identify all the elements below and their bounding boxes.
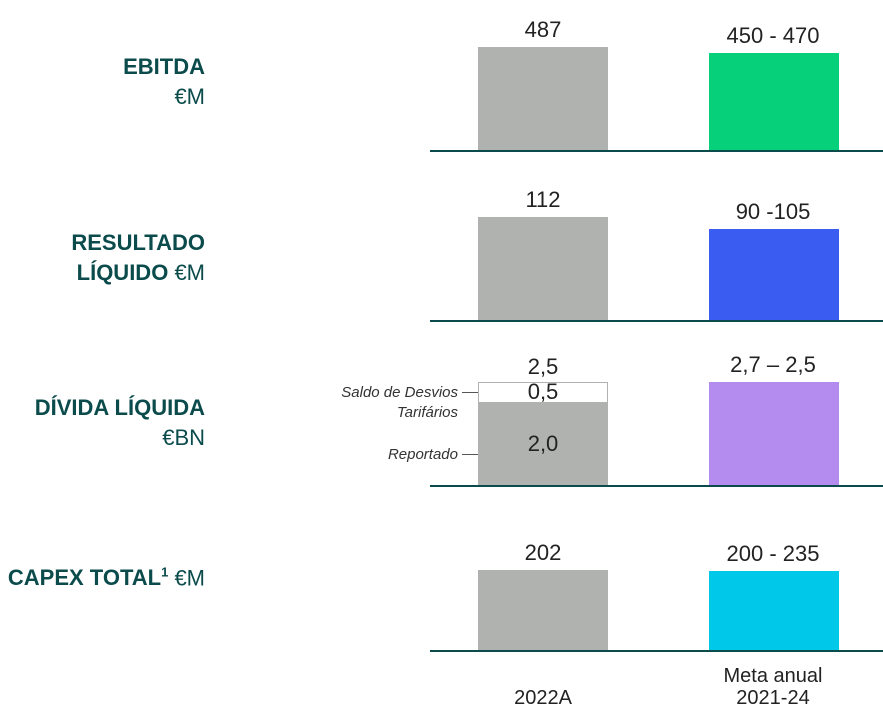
title-text: DÍVIDA LÍQUIDA	[34, 395, 205, 420]
bar	[478, 217, 608, 320]
segment-label: 2,0	[527, 430, 559, 456]
value-label: 450 - 470	[726, 22, 820, 48]
chart-title: RESULTADO LÍQUIDO €M	[5, 228, 205, 288]
bar	[709, 228, 839, 320]
unit: €M	[174, 84, 205, 109]
footnote: 1	[161, 565, 169, 580]
category-label: 2022A	[514, 687, 572, 709]
axis-line	[430, 650, 883, 652]
value-label: 202	[524, 539, 562, 565]
value-label: 200 - 235	[726, 540, 820, 566]
category-label: Meta anual 2021-24	[723, 665, 823, 709]
value-label: 487	[524, 17, 562, 42]
bar	[709, 52, 839, 150]
value-label: 2,7 – 2,5	[730, 352, 816, 377]
axis-line	[430, 150, 883, 152]
chart-title: CAPEX TOTAL1 €M	[5, 558, 205, 593]
bar	[478, 47, 608, 150]
leader-line	[462, 392, 478, 393]
bar-segment	[478, 382, 608, 403]
axis-line	[430, 320, 883, 322]
value-label: 90 -105	[735, 198, 811, 224]
leader-line	[462, 453, 478, 455]
bar	[478, 569, 608, 650]
legend-label: Saldo de Desvios Tarifários	[341, 384, 458, 421]
legend-label: Reportado	[387, 445, 458, 463]
segment-label: 0,5	[527, 379, 559, 405]
unit: €BN	[162, 425, 205, 450]
value-label: 112	[525, 187, 561, 212]
title-text: EBITDA	[123, 54, 205, 79]
bar-segment	[478, 402, 608, 485]
value-label: 2,5	[527, 354, 559, 379]
chart-title: DÍVIDA LÍQUIDA €BN	[5, 393, 205, 453]
bar	[709, 382, 839, 485]
title-text: RESULTADO LÍQUIDO	[71, 230, 205, 285]
chart-title: EBITDA €M	[5, 52, 205, 112]
unit: €M	[174, 565, 205, 591]
axis-line	[430, 485, 883, 487]
title-text: CAPEX TOTAL1	[7, 565, 169, 591]
bar	[709, 570, 839, 650]
unit: €M	[174, 260, 205, 285]
